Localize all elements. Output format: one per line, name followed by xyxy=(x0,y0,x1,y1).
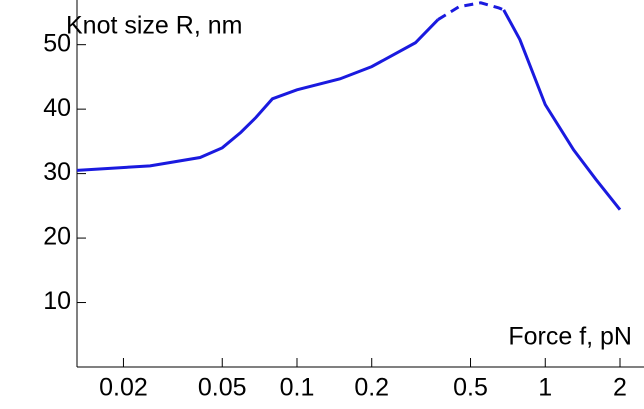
data-line xyxy=(437,1,505,21)
y-axis-title: Knot size R, nm xyxy=(66,12,242,40)
y-tick-label: 20 xyxy=(43,223,71,251)
y-tick-label: 10 xyxy=(43,287,71,315)
data-line xyxy=(76,9,622,211)
x-tick-label: 0.05 xyxy=(198,374,247,402)
x-tick-label: 0.2 xyxy=(354,374,389,402)
x-tick-label: 0.02 xyxy=(99,374,148,402)
x-axis-title: Force f, pN xyxy=(508,323,632,351)
x-tick-label: 2 xyxy=(613,374,627,402)
y-tick-label: 50 xyxy=(43,29,71,57)
x-tick-label: 1 xyxy=(538,374,552,402)
x-tick-label: 0.5 xyxy=(453,374,488,402)
y-tick-label: 30 xyxy=(43,158,71,186)
x-tick-label: 0.1 xyxy=(280,374,315,402)
y-tick-label: 40 xyxy=(43,94,71,122)
